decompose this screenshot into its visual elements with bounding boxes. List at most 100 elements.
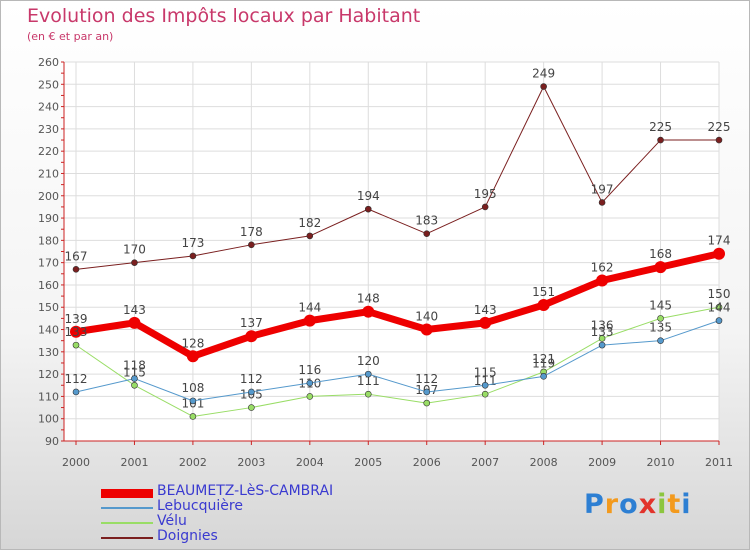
x-tick-label: 2001 <box>120 456 148 469</box>
data-label: 197 <box>591 182 614 196</box>
data-point <box>654 261 667 274</box>
data-label: 182 <box>298 216 321 230</box>
data-label: 178 <box>240 225 263 239</box>
data-label: 195 <box>474 187 497 201</box>
data-point <box>72 341 80 349</box>
x-tick-label: 2009 <box>588 456 616 469</box>
data-point <box>248 241 255 249</box>
data-point <box>72 266 80 273</box>
plot-area <box>64 62 719 441</box>
legend-label: BEAUMETZ-LèS-CAMBRAI <box>157 483 334 499</box>
x-tick-label: 2005 <box>354 456 382 469</box>
data-label: 112 <box>240 372 263 386</box>
logo-letter: x <box>638 489 658 520</box>
y-tick-label: 110 <box>38 390 59 403</box>
data-label: 128 <box>181 336 204 350</box>
y-tick-label: 190 <box>38 212 59 225</box>
data-point <box>131 259 138 266</box>
data-point <box>306 393 314 400</box>
data-point <box>364 390 372 398</box>
data-point <box>72 388 80 396</box>
data-label: 112 <box>415 372 438 386</box>
y-tick-label: 240 <box>38 101 59 114</box>
data-label: 174 <box>708 234 731 248</box>
legend-label: Vélu <box>157 513 187 529</box>
data-label: 168 <box>649 247 672 261</box>
data-label: 249 <box>532 67 555 81</box>
y-tick-label: 200 <box>38 190 59 203</box>
y-tick-label: 230 <box>38 123 59 136</box>
logo-letter: r <box>604 489 620 520</box>
data-point <box>715 317 723 324</box>
x-tick-label: 2007 <box>471 456 499 469</box>
data-label: 225 <box>708 120 731 134</box>
data-label: 148 <box>357 292 380 306</box>
data-label: 120 <box>357 354 380 368</box>
data-label: 121 <box>532 352 555 366</box>
y-tick-label: 140 <box>38 324 59 337</box>
data-point <box>128 316 141 329</box>
data-label: 137 <box>240 316 263 330</box>
data-label: 167 <box>65 249 88 263</box>
data-point <box>479 316 492 329</box>
chart-title: Evolution des Impôts locaux par Habitant <box>27 5 421 27</box>
data-label: 150 <box>708 287 731 301</box>
y-tick-label: 220 <box>38 145 59 158</box>
data-point <box>598 335 606 342</box>
data-point <box>189 413 197 420</box>
data-label: 116 <box>298 363 321 377</box>
data-label: 111 <box>357 374 380 388</box>
data-point <box>364 370 372 378</box>
data-label: 136 <box>591 318 614 332</box>
legend-swatch <box>101 522 153 524</box>
x-tick-label: 2003 <box>237 456 265 469</box>
data-label: 145 <box>649 298 672 312</box>
y-tick-label: 120 <box>38 368 59 381</box>
data-point <box>715 136 723 144</box>
data-point <box>248 388 255 396</box>
data-point <box>306 232 314 240</box>
data-label: 140 <box>415 310 438 324</box>
chart-subtitle: (en € et par an) <box>27 30 114 43</box>
y-tick-label: 170 <box>38 257 59 270</box>
data-point <box>70 325 82 338</box>
data-point <box>303 314 316 327</box>
y-tick-label: 130 <box>38 346 59 359</box>
data-label: 112 <box>65 372 88 386</box>
series-line <box>75 320 720 402</box>
logo-letter: t <box>667 489 682 520</box>
data-label: 162 <box>591 260 614 274</box>
data-label: 173 <box>181 236 204 250</box>
data-label: 108 <box>181 381 204 395</box>
data-label: 133 <box>591 325 614 339</box>
data-label: 143 <box>474 303 497 317</box>
data-point <box>596 274 609 287</box>
x-tick-label: 2008 <box>530 456 558 469</box>
data-point <box>362 305 375 318</box>
x-tick-label: 2006 <box>413 456 441 469</box>
data-point <box>657 337 664 344</box>
data-label: 118 <box>123 359 146 373</box>
legend-swatch <box>101 537 153 539</box>
data-point <box>715 303 723 311</box>
data-label: 170 <box>123 243 146 257</box>
data-label: 143 <box>123 303 146 317</box>
x-tick-label: 2000 <box>62 456 90 469</box>
data-label: 194 <box>357 189 380 203</box>
y-tick-label: 160 <box>38 279 59 292</box>
data-point <box>657 315 664 322</box>
data-point <box>245 330 258 343</box>
data-label: 115 <box>474 365 497 379</box>
data-point <box>598 341 606 349</box>
logo-letter: P <box>584 489 605 520</box>
data-point <box>364 205 372 213</box>
logo-letter: i <box>681 489 692 520</box>
series-line <box>72 250 723 360</box>
x-tick-label: 2002 <box>179 456 207 469</box>
series-line <box>75 86 720 270</box>
data-label: 144 <box>298 301 321 315</box>
proxiti-logo: Proxiti <box>584 489 692 520</box>
data-point <box>423 230 431 237</box>
